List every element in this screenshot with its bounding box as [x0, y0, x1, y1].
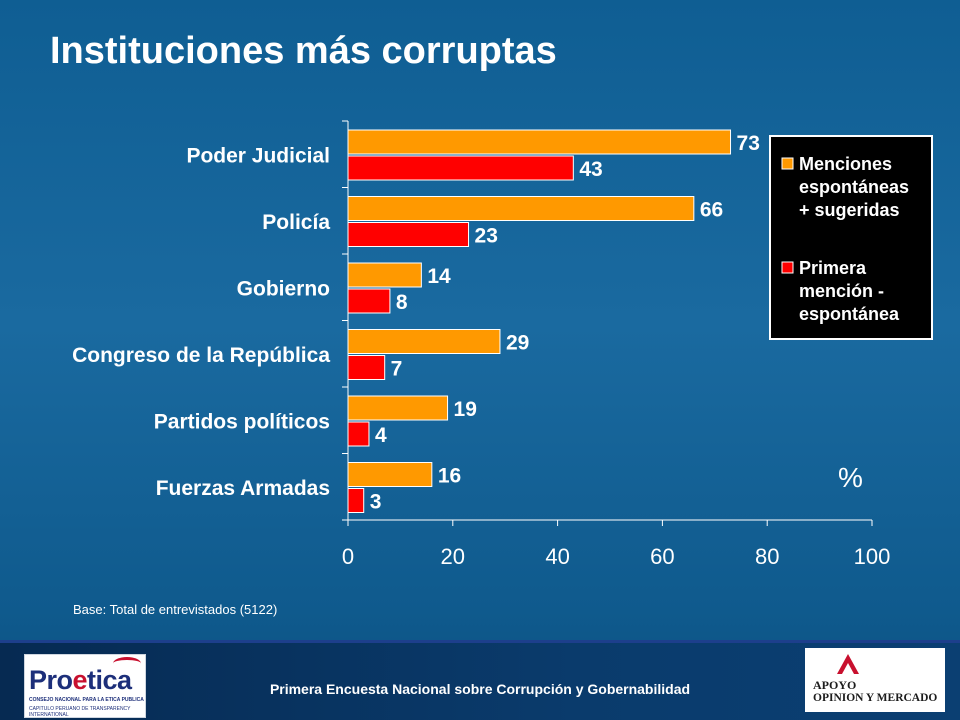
bar-primera-mencion: [347, 288, 391, 314]
legend-swatch: [781, 157, 794, 170]
category-label: Poder Judicial: [186, 144, 330, 167]
data-label: 8: [396, 291, 408, 314]
proetica-wordmark: Proetica: [29, 665, 132, 695]
x-tick-label: 40: [545, 544, 569, 569]
bar-menciones: [347, 462, 433, 487]
legend-entry-text: Menciones: [799, 154, 892, 174]
footer-band: [0, 640, 960, 720]
chart-axes: [342, 120, 873, 526]
bar-menciones: [347, 395, 449, 421]
data-label: 14: [427, 265, 451, 288]
x-tick-label: 60: [650, 544, 674, 569]
apoyo-tagline: OPINION Y MERCADO: [813, 692, 938, 704]
x-tick-label: 0: [342, 544, 354, 569]
data-label: 4: [375, 424, 387, 447]
bar-menciones: [347, 329, 501, 354]
proetica-swoosh-icon: [113, 657, 141, 670]
legend-entry-text: espontánea: [799, 304, 900, 324]
data-label: 66: [700, 199, 723, 222]
apoyo-logo: APOYO OPINION Y MERCADO: [805, 648, 945, 712]
legend-entry-text: + sugeridas: [799, 200, 900, 220]
category-label: Policía: [262, 211, 330, 234]
x-tick-label: 100: [854, 544, 891, 569]
x-tick-label: 80: [755, 544, 779, 569]
proetica-subtitle: CONSEJO NACIONAL PARA LA ETICA PUBLICA: [29, 697, 144, 703]
bar-menciones: [347, 262, 422, 288]
data-label: 19: [454, 398, 477, 421]
apoyo-name: APOYO: [813, 678, 857, 692]
data-label: 3: [370, 491, 382, 514]
slide-title: Instituciones más corruptas: [50, 30, 557, 72]
legend-entry-text: Primera: [799, 258, 867, 278]
category-label: Congreso de la República: [72, 344, 330, 367]
bar-primera-mencion: [347, 155, 574, 181]
footer-rule: [0, 640, 960, 643]
data-label: 73: [737, 132, 760, 155]
chart-legend: Menciones espontáneas + sugeridas Primera me…: [769, 135, 933, 340]
legend-swatch: [781, 261, 794, 274]
chart-bars: [347, 129, 732, 513]
apoyo-mark-icon: [837, 654, 859, 674]
proetica-logo: Proetica CONSEJO NACIONAL PARA LA ETICA …: [24, 654, 146, 718]
category-label: Fuerzas Armadas: [156, 477, 330, 500]
proetica-subtitle-2: CAPITULO PERUANO DE TRANSPARENCY INTERNA…: [29, 706, 131, 718]
bar-primera-mencion: [347, 355, 386, 380]
category-label: Partidos políticos: [154, 410, 330, 433]
legend-box: [769, 135, 933, 340]
base-note: Base: Total de entrevistados (5122): [73, 602, 278, 617]
data-label: 7: [391, 358, 403, 381]
bar-primera-mencion: [347, 421, 370, 447]
legend-entry-text: mención -: [799, 281, 884, 301]
data-label: 23: [475, 225, 498, 248]
unit-label: %: [838, 462, 863, 493]
bar-primera-mencion: [347, 488, 365, 513]
data-label: 43: [579, 158, 602, 181]
data-label: 16: [438, 465, 461, 488]
x-tick-label: 20: [441, 544, 465, 569]
bar-primera-mencion: [347, 222, 470, 247]
footer-text: Primera Encuesta Nacional sobre Corrupci…: [269, 681, 691, 697]
bar-menciones: [347, 196, 695, 221]
bar-menciones: [347, 129, 732, 155]
legend-entry-text: espontáneas: [799, 177, 909, 197]
category-label: Gobierno: [237, 277, 330, 300]
data-label: 29: [506, 332, 529, 355]
